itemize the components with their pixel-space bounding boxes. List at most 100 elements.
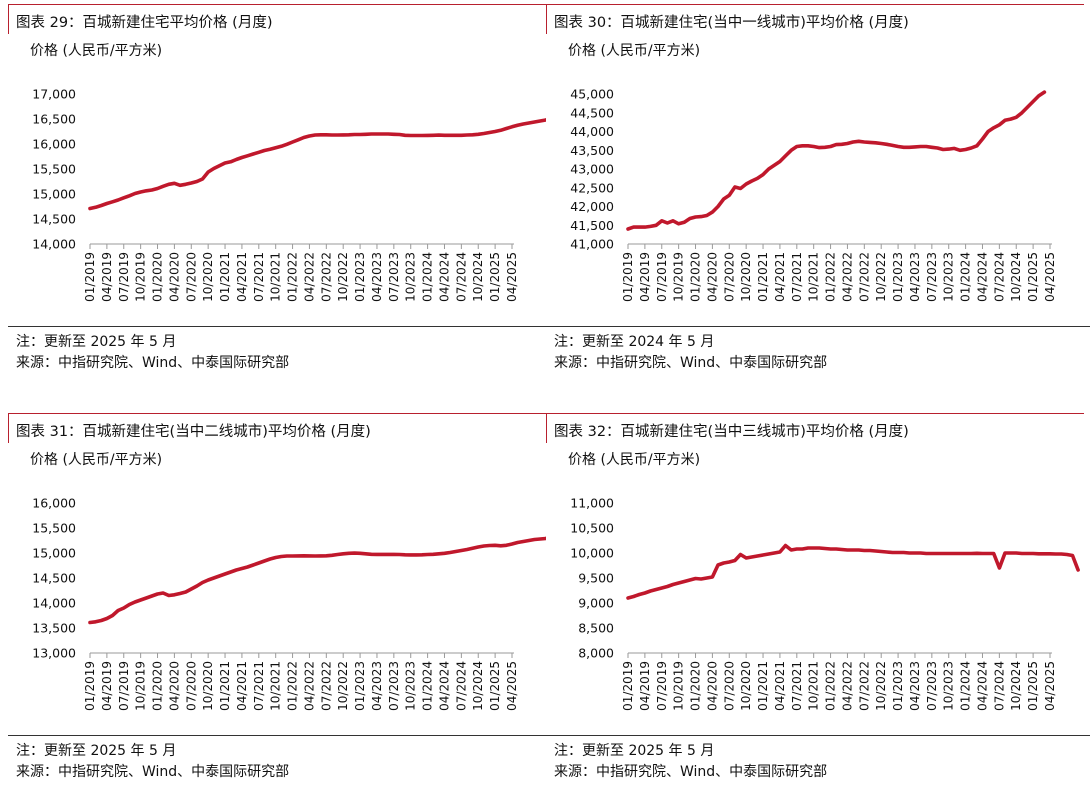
chart-panel-30: 图表 30：百城新建住宅(当中一线城市)平均价格 (月度) 价格 (人民币/平方… [546,4,1090,376]
x-tick-label: 04/2023 [370,661,384,711]
x-tick-label: 10/2023 [942,661,956,711]
x-tick-label: 04/2023 [908,661,922,711]
x-tick-label: 10/2023 [404,252,418,302]
panel-top-rule [546,4,1084,5]
series-line [88,536,546,625]
x-tick-label: 01/2023 [353,252,367,302]
x-tick-label: 10/2022 [874,252,888,302]
x-tick-label: 07/2023 [925,252,939,302]
x-tick-label: 01/2023 [353,661,367,711]
x-tick-label: 04/2024 [437,252,451,302]
x-tick-label: 01/2025 [1026,661,1040,711]
chart-title: 图表 31：百城新建住宅(当中二线城市)平均价格 (月度) [16,424,371,440]
x-tick-label: 07/2022 [857,252,871,302]
y-tick-label: 10,500 [570,521,614,536]
x-tick-label: 04/2020 [705,661,719,711]
x-tick-label: 07/2021 [790,661,804,711]
x-tick-label: 04/2022 [302,252,316,302]
x-tick-label: 01/2019 [83,252,97,302]
x-tick-label: 04/2025 [1043,661,1057,711]
x-tick-label: 07/2019 [117,252,131,302]
footnote: 注：更新至 2025 年 5 月 [16,334,177,350]
x-tick-label: 01/2022 [286,252,300,302]
y-tick-label: 17,000 [32,87,76,102]
y-tick-label: 9,000 [578,596,614,611]
x-tick-label: 01/2024 [421,661,435,711]
x-tick-label: 10/2019 [134,252,148,302]
x-tick-label: 04/2021 [235,661,249,711]
y-tick-label: 16,500 [32,112,76,127]
x-tick-label: 07/2023 [387,252,401,302]
x-tick-label: 01/2021 [218,661,232,711]
x-tick-label: 04/2025 [505,661,519,711]
x-tick-label: 07/2019 [655,252,669,302]
chart-panel-32: 图表 32：百城新建住宅(当中三线城市)平均价格 (月度) 价格 (人民币/平方… [546,413,1090,785]
x-tick-label: 04/2022 [302,661,316,711]
x-tick-label: 01/2021 [756,661,770,711]
y-axis-unit-label: 价格 (人民币/平方米) [30,452,163,468]
x-tick-label: 04/2025 [505,252,519,302]
x-tick-label: 07/2023 [925,661,939,711]
x-tick-label: 01/2020 [689,661,703,711]
x-tick-label: 01/2020 [151,661,165,711]
x-tick-label: 01/2024 [421,252,435,302]
x-tick-label: 01/2023 [891,661,905,711]
line-chart: 13,000 13,500 14,000 14,500 15,000 15,500 16,0… [32,496,546,711]
x-tick-label: 04/2020 [167,661,181,711]
x-tick-label: 10/2021 [807,661,821,711]
x-tick-label: 04/2019 [100,661,114,711]
y-tick-label: 43,500 [570,143,614,158]
x-tick-label: 07/2021 [252,252,266,302]
x-tick-label: 04/2024 [975,661,989,711]
y-tick-label: 14,500 [32,212,76,227]
y-tick-label: 44,500 [570,105,614,120]
series-line [626,543,1080,600]
x-tick-label: 10/2024 [471,252,485,302]
y-tick-label: 9,500 [578,571,614,586]
x-tick-label: 01/2025 [1026,252,1040,302]
chart-title: 图表 30：百城新建住宅(当中一线城市)平均价格 (月度) [554,15,909,31]
x-tick-label: 07/2020 [722,661,736,711]
y-tick-label: 43,000 [570,162,614,177]
series-line [88,118,546,211]
x-tick-label: 04/2019 [638,252,652,302]
x-tick-label: 07/2024 [454,661,468,711]
x-tick-label: 04/2021 [773,252,787,302]
x-tick-label: 07/2023 [387,661,401,711]
x-tick-label: 07/2019 [655,661,669,711]
y-tick-label: 15,500 [32,162,76,177]
line-chart: 41,000 41,500 42,000 42,500 43,000 43,500 44,0… [570,87,1057,302]
y-tick-label: 10,000 [570,546,614,561]
x-tick-label: 10/2021 [269,252,283,302]
y-tick-label: 13,000 [32,646,76,661]
x-tick-label: 04/2022 [840,252,854,302]
x-tick-label: 07/2021 [790,252,804,302]
x-tick-label: 04/2022 [840,661,854,711]
x-tick-label: 01/2025 [488,252,502,302]
y-tick-label: 16,000 [32,137,76,152]
panel-top-rule [546,413,1084,414]
x-tick-label: 10/2020 [201,661,215,711]
x-tick-label: 10/2020 [739,661,753,711]
source-note: 来源：中指研究院、Wind、中泰国际研究部 [554,764,828,780]
y-axis-unit-label: 价格 (人民币/平方米) [30,43,163,59]
x-tick-label: 04/2024 [975,252,989,302]
y-tick-label: 42,000 [570,199,614,214]
x-tick-label: 10/2022 [336,661,350,711]
panel-bottom-rule [546,326,1090,327]
chart-title: 图表 32：百城新建住宅(当中三线城市)平均价格 (月度) [554,424,909,440]
x-tick-label: 10/2019 [134,661,148,711]
line-chart: 8,000 8,500 9,000 9,500 10,000 10,500 11,000 01… [570,496,1080,711]
x-tick-label: 07/2024 [992,661,1006,711]
x-tick-label: 01/2019 [621,661,635,711]
x-tick-label: 07/2020 [184,661,198,711]
chart-title: 图表 29：百城新建住宅平均价格 (月度) [16,15,273,31]
x-tick-label: 04/2020 [705,252,719,302]
x-tick-label: 04/2021 [235,252,249,302]
x-tick-label: 04/2019 [100,252,114,302]
x-tick-label: 04/2019 [638,661,652,711]
x-tick-label: 01/2024 [959,252,973,302]
x-tick-label: 01/2020 [689,252,703,302]
line-chart: 14,000 14,500 15,000 15,500 16,000 16,500 17,0… [32,87,546,302]
x-tick-label: 01/2022 [824,252,838,302]
